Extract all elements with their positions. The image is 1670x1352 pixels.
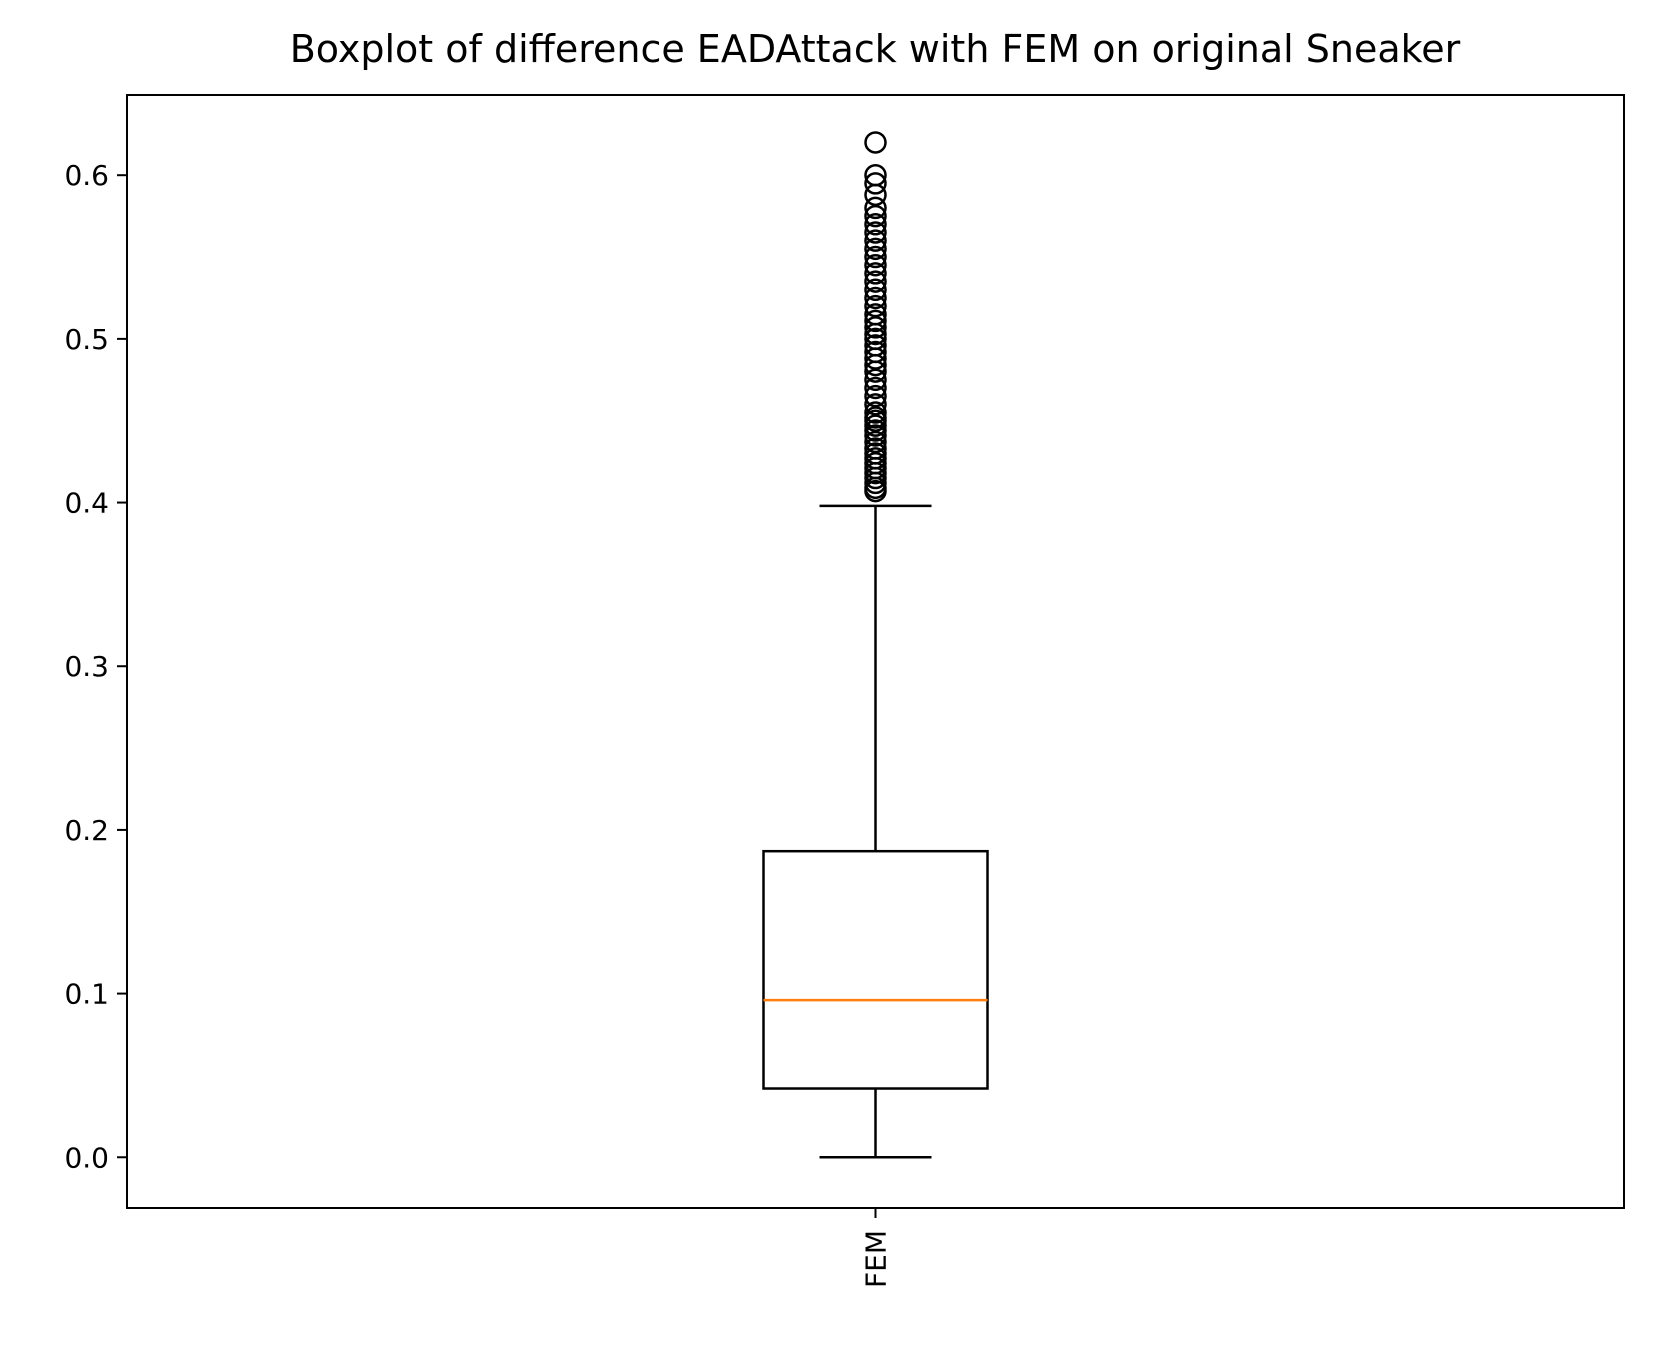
outlier-point	[864, 183, 887, 207]
x-tick-label: FEM	[860, 1230, 893, 1288]
y-tick-label: 0.5	[64, 323, 109, 356]
outlier-point	[864, 340, 887, 364]
outlier-point	[864, 393, 887, 416]
y-tick-label: 0.2	[64, 814, 109, 847]
outlier-point	[864, 286, 887, 310]
iqr-box	[762, 849, 989, 1090]
y-tick-label: 0.6	[64, 159, 109, 192]
outlier-point	[864, 270, 887, 293]
outlier-point	[864, 294, 887, 318]
outlier-point	[864, 204, 887, 228]
outlier-point	[864, 303, 887, 326]
outlier-point	[864, 309, 887, 333]
outlier-point	[864, 437, 887, 460]
outlier-point	[864, 384, 887, 408]
outlier-point	[864, 253, 887, 277]
y-tick-label: 0.1	[64, 978, 109, 1011]
y-tick-label: 0.4	[64, 487, 109, 520]
y-tick-label: 0.0	[64, 1141, 109, 1174]
outlier-point	[864, 376, 887, 400]
outlier-point	[864, 368, 887, 392]
outlier-point	[864, 196, 887, 220]
outlier-point	[864, 237, 887, 261]
plot-area: 0.0 0.1 0.2 0.3 0.4 0.5 0.6 FEM	[64, 94, 1625, 1288]
outlier-point	[864, 316, 887, 339]
outlier-point	[864, 163, 887, 187]
outlier-point	[864, 229, 887, 252]
outlier-point	[864, 278, 887, 302]
outlier-point	[864, 401, 887, 424]
outlier-point	[864, 221, 887, 244]
outlier-point	[864, 131, 887, 154]
outlier-point	[864, 262, 887, 285]
outlier-point	[864, 430, 887, 454]
outlier-point	[864, 172, 887, 195]
y-tick-label: 0.3	[64, 650, 109, 683]
chart-title: Boxplot of difference EADAttack with FEM…	[290, 27, 1461, 71]
outlier-point	[864, 213, 887, 236]
outlier-point	[864, 334, 887, 357]
outlier-point	[864, 245, 887, 269]
